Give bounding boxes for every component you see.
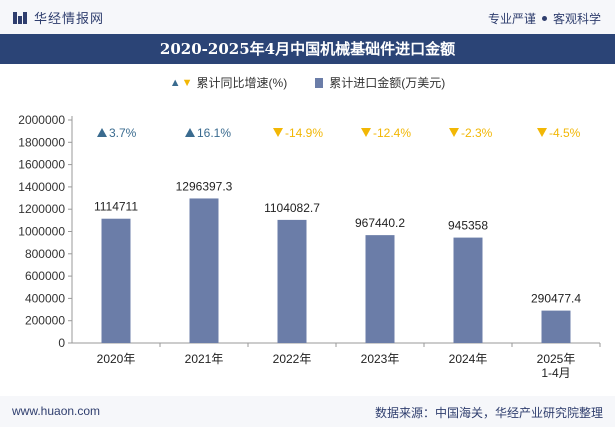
x-tick-label: 2020年 <box>97 352 136 366</box>
huajing-logo-icon <box>13 11 27 24</box>
brand-name: 华经情报网 <box>34 11 105 26</box>
bar-value-label: 290477.4 <box>531 292 581 306</box>
growth-down-marker <box>361 128 371 137</box>
growth-label: 16.1% <box>197 126 231 140</box>
y-tick-label: 600000 <box>25 269 65 283</box>
y-tick-label: 800000 <box>25 247 65 261</box>
growth-label: -4.5% <box>549 126 581 140</box>
x-tick-label: 2025年 <box>537 352 576 366</box>
bar-value-label: 1104082.7 <box>264 201 320 215</box>
y-tick-label: 400000 <box>25 291 65 305</box>
growth-label: -14.9% <box>285 126 323 140</box>
x-tick-label: 2024年 <box>449 352 488 366</box>
bar <box>453 237 483 343</box>
bar <box>365 235 395 343</box>
bar-value-label: 967440.2 <box>355 216 405 230</box>
chart-legend: ▲ ▼ 累计同比增速(%) 累计进口金额(万美元) <box>0 74 615 91</box>
legend-item-amount[interactable]: 累计进口金额(万美元) <box>315 74 445 91</box>
tagline-left: 专业严谨 <box>487 12 536 26</box>
bar-value-label: 1296397.3 <box>176 179 233 193</box>
bar <box>541 310 571 343</box>
growth-up-marker <box>97 128 107 137</box>
dot-separator-icon <box>541 16 547 21</box>
y-tick-label: 200000 <box>25 314 65 328</box>
y-tick-label: 1200000 <box>18 202 65 216</box>
x-tick-label: 1-4月 <box>541 366 570 380</box>
legend-item-growth[interactable]: ▲ ▼ 累计同比增速(%) <box>170 74 287 91</box>
growth-label: 3.7% <box>109 126 137 140</box>
bar-value-label: 1114711 <box>94 200 138 214</box>
tagline: 专业严谨 客观科学 <box>488 10 601 27</box>
x-tick-label: 2022年 <box>273 352 312 366</box>
tagline-right: 客观科学 <box>552 12 601 26</box>
header-bar: 华经情报网 专业严谨 客观科学 <box>0 0 615 34</box>
growth-down-marker <box>273 128 283 137</box>
y-tick-label: 1800000 <box>18 135 65 149</box>
y-tick-label: 1600000 <box>18 158 65 172</box>
triangle-down-icon: ▼ <box>181 76 193 89</box>
footer-bar: www.huaon.com 数据来源：中国海关，华经产业研究院整理 <box>0 396 615 427</box>
x-tick-label: 2023年 <box>361 352 400 366</box>
growth-down-marker <box>537 128 547 137</box>
y-tick-label: 1000000 <box>18 225 65 239</box>
legend-label-amount: 累计进口金额(万美元) <box>329 76 446 90</box>
y-tick-label: 0 <box>58 336 65 350</box>
x-tick-label: 2021年 <box>185 352 224 366</box>
bar-value-label: 945358 <box>448 219 488 233</box>
y-tick-label: 1400000 <box>18 180 65 194</box>
bar <box>101 218 131 343</box>
footer-url[interactable]: www.huaon.com <box>12 404 101 418</box>
y-tick-label: 2000000 <box>18 113 65 127</box>
growth-label: -12.4% <box>373 126 411 140</box>
footer-source: 数据来源：中国海关，华经产业研究院整理 <box>374 406 603 420</box>
growth-up-marker <box>185 128 195 137</box>
brand[interactable]: 华经情报网 <box>12 8 104 27</box>
chart-title: 2020-2025年4月中国机械基础件进口金额 <box>0 34 615 64</box>
bar <box>189 198 219 343</box>
growth-label: -2.3% <box>461 126 493 140</box>
bar <box>277 219 307 343</box>
bar-swatch-icon <box>315 77 324 88</box>
growth-down-marker <box>449 128 459 137</box>
triangle-up-icon: ▲ <box>169 76 181 89</box>
legend-label-growth: 累计同比增速(%) <box>196 76 288 90</box>
